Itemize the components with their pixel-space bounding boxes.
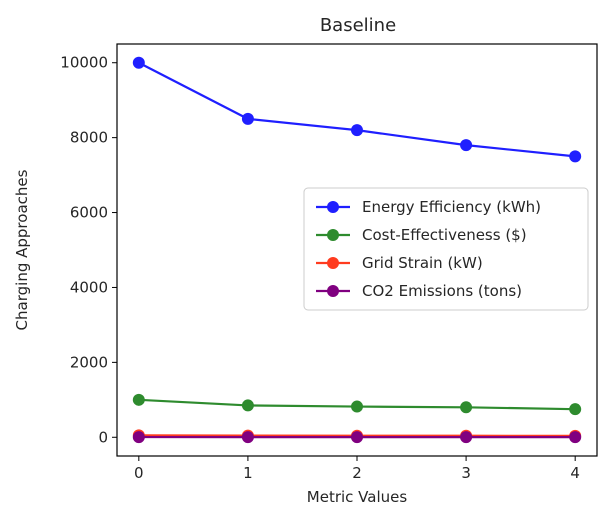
y-tick-label: 10000 <box>60 54 108 72</box>
x-tick-label: 1 <box>243 464 253 482</box>
data-point <box>460 431 473 444</box>
legend-marker <box>327 257 339 269</box>
data-point <box>132 431 145 444</box>
legend-marker <box>327 285 339 297</box>
legend: Energy Efficiency (kWh) Cost-Effectivenes… <box>303 187 589 311</box>
y-tick-label: 8000 <box>70 129 108 147</box>
x-axis-label: Metric Values <box>307 488 408 506</box>
data-point <box>241 112 254 125</box>
y-tick-label: 2000 <box>70 353 108 371</box>
data-point <box>132 56 145 69</box>
y-tick-label: 0 <box>98 428 108 446</box>
data-point <box>241 431 254 444</box>
series-line <box>138 61 576 158</box>
data-point <box>460 139 473 152</box>
legend-box <box>303 187 589 311</box>
legend-label: Energy Efficiency (kWh) <box>362 198 541 216</box>
data-point <box>241 399 254 412</box>
data-point <box>569 431 582 444</box>
data-point <box>351 400 363 413</box>
data-point <box>460 401 473 414</box>
y-axis: 0 2000 4000 6000 8000 10000 <box>60 54 117 446</box>
data-point <box>351 431 363 444</box>
x-tick-label: 0 <box>134 464 144 482</box>
x-tick-label: 3 <box>461 464 471 482</box>
y-tick-label: 6000 <box>70 204 108 222</box>
legend-marker <box>327 201 339 213</box>
x-tick-label: 4 <box>570 464 580 482</box>
x-axis: 0 1 2 3 4 <box>134 456 580 482</box>
legend-label: Cost-Effectiveness ($) <box>362 226 527 244</box>
legend-marker <box>327 229 339 241</box>
data-point <box>569 403 582 416</box>
chart-title: Baseline <box>320 15 396 36</box>
data-point <box>132 393 145 406</box>
series-layer <box>132 56 582 444</box>
legend-label: CO2 Emissions (tons) <box>362 282 522 300</box>
data-point <box>351 124 363 137</box>
y-tick-label: 4000 <box>70 278 108 296</box>
y-axis-label: Charging Approaches <box>13 169 31 330</box>
data-point <box>569 150 582 163</box>
x-tick-label: 2 <box>352 464 362 482</box>
legend-label: Grid Strain (kW) <box>362 254 483 272</box>
